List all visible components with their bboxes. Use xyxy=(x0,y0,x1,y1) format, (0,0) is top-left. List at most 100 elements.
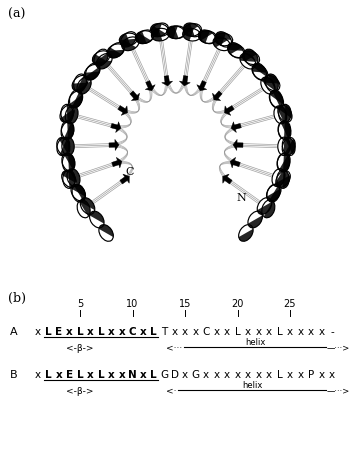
Ellipse shape xyxy=(118,33,138,48)
Polygon shape xyxy=(279,155,290,172)
Text: <···: <··· xyxy=(166,343,182,352)
Polygon shape xyxy=(109,140,119,151)
Polygon shape xyxy=(270,92,283,105)
Ellipse shape xyxy=(256,197,273,216)
Ellipse shape xyxy=(61,153,76,173)
Text: x: x xyxy=(245,369,251,379)
Ellipse shape xyxy=(79,197,96,216)
Text: x: x xyxy=(35,326,41,336)
Text: x: x xyxy=(329,369,335,379)
Text: x: x xyxy=(256,369,262,379)
Polygon shape xyxy=(64,123,74,140)
Ellipse shape xyxy=(84,63,101,82)
Polygon shape xyxy=(119,34,131,47)
Ellipse shape xyxy=(197,30,216,45)
Ellipse shape xyxy=(107,43,125,60)
Polygon shape xyxy=(243,52,257,62)
Ellipse shape xyxy=(278,104,292,124)
Polygon shape xyxy=(268,75,278,92)
Polygon shape xyxy=(213,38,227,48)
Text: 5: 5 xyxy=(77,298,83,308)
Text: L: L xyxy=(150,369,157,379)
Ellipse shape xyxy=(61,153,76,174)
Ellipse shape xyxy=(136,30,155,45)
Polygon shape xyxy=(151,30,163,42)
Ellipse shape xyxy=(247,211,263,229)
Polygon shape xyxy=(67,105,73,123)
Text: L: L xyxy=(77,326,83,336)
Text: <-β->: <-β-> xyxy=(66,343,94,352)
Text: G: G xyxy=(191,369,200,379)
Text: x: x xyxy=(87,369,94,379)
Ellipse shape xyxy=(120,32,137,49)
Text: L: L xyxy=(77,369,83,379)
Text: L: L xyxy=(235,326,240,336)
Polygon shape xyxy=(74,185,85,202)
Polygon shape xyxy=(84,73,100,81)
Polygon shape xyxy=(283,138,290,156)
Text: E: E xyxy=(55,326,63,336)
Ellipse shape xyxy=(277,122,292,141)
Text: x: x xyxy=(108,369,115,379)
Ellipse shape xyxy=(276,153,291,173)
Text: T: T xyxy=(161,326,167,336)
Polygon shape xyxy=(277,106,287,123)
Polygon shape xyxy=(145,81,155,91)
Ellipse shape xyxy=(71,184,86,204)
Polygon shape xyxy=(136,32,146,45)
Ellipse shape xyxy=(73,74,87,94)
Text: <·: <· xyxy=(166,386,176,395)
Ellipse shape xyxy=(66,168,81,188)
Ellipse shape xyxy=(64,106,79,125)
Polygon shape xyxy=(111,123,121,133)
Text: N: N xyxy=(237,193,247,203)
Polygon shape xyxy=(71,185,86,197)
Ellipse shape xyxy=(106,44,125,59)
Ellipse shape xyxy=(277,137,291,157)
Text: x: x xyxy=(140,326,146,336)
Text: x: x xyxy=(119,326,125,336)
Ellipse shape xyxy=(277,121,291,140)
Polygon shape xyxy=(228,44,243,52)
Ellipse shape xyxy=(98,224,114,243)
Ellipse shape xyxy=(92,51,111,67)
Text: -: - xyxy=(330,326,334,336)
Polygon shape xyxy=(130,92,139,101)
Ellipse shape xyxy=(95,54,113,71)
Ellipse shape xyxy=(150,23,169,38)
Polygon shape xyxy=(76,76,87,93)
Text: L: L xyxy=(45,369,52,379)
Polygon shape xyxy=(168,27,178,39)
Polygon shape xyxy=(72,92,82,109)
Ellipse shape xyxy=(68,91,83,110)
Ellipse shape xyxy=(263,75,281,93)
Text: x: x xyxy=(182,369,188,379)
Text: L: L xyxy=(45,326,52,336)
Text: L: L xyxy=(277,369,282,379)
Text: P: P xyxy=(308,369,314,379)
Ellipse shape xyxy=(251,64,269,82)
Text: x: x xyxy=(287,369,293,379)
Text: x: x xyxy=(66,326,73,336)
Ellipse shape xyxy=(281,137,296,157)
Text: helix: helix xyxy=(245,337,265,346)
Ellipse shape xyxy=(273,106,288,125)
Ellipse shape xyxy=(61,121,75,140)
Text: D: D xyxy=(170,369,178,379)
Polygon shape xyxy=(167,27,178,39)
Polygon shape xyxy=(183,25,195,37)
Text: 10: 10 xyxy=(126,298,139,308)
Polygon shape xyxy=(274,171,285,187)
Polygon shape xyxy=(252,65,268,73)
Ellipse shape xyxy=(227,44,246,59)
Text: helix: helix xyxy=(242,380,262,389)
Ellipse shape xyxy=(276,170,290,190)
Text: G: G xyxy=(160,369,168,379)
Text: x: x xyxy=(56,369,62,379)
Ellipse shape xyxy=(56,137,71,157)
Text: C: C xyxy=(125,167,134,177)
Ellipse shape xyxy=(69,90,83,110)
Polygon shape xyxy=(244,50,258,63)
Text: L: L xyxy=(98,369,104,379)
Polygon shape xyxy=(231,123,241,133)
